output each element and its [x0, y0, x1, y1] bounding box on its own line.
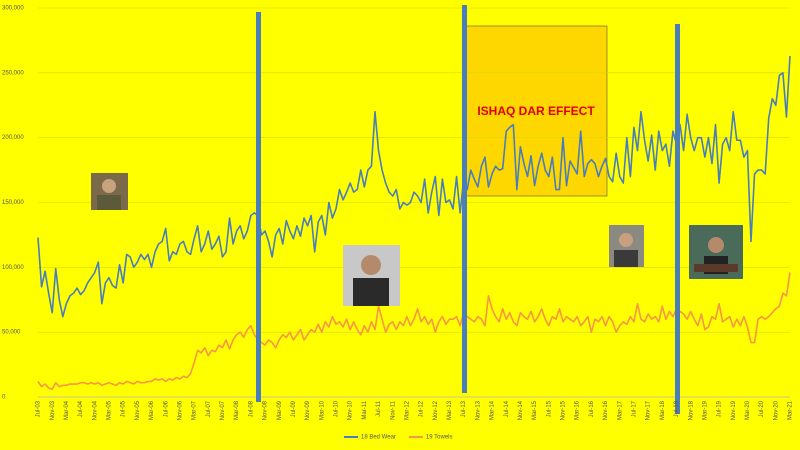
x-tick-label: Mar-17 — [617, 400, 623, 420]
x-tick-label: Mar-13 — [447, 400, 453, 420]
x-tick-label: Jul-14 — [504, 400, 510, 417]
x-tick-label: Nov-10 — [348, 400, 354, 420]
x-tick-label: Jul-15 — [546, 400, 552, 417]
x-tick-label: Mar-06 — [149, 400, 155, 420]
x-tick-label: Nov-04 — [92, 400, 98, 420]
portrait — [91, 173, 128, 210]
x-tick-label: Nov-07 — [220, 400, 226, 420]
x-tick-label: Jul-12 — [419, 400, 425, 417]
x-tick-label: Mar-18 — [660, 400, 666, 420]
x-tick-label: Jul-06 — [163, 400, 169, 417]
x-tick-label: Nov-18 — [688, 400, 694, 420]
x-tick-label: Nov-08 — [263, 400, 269, 420]
legend-label: 18 Bed Wear — [361, 435, 396, 441]
x-tick-label: Jul-10 — [334, 400, 340, 417]
annotation: ISHAQ DAR EFFECT — [477, 104, 595, 118]
x-tick-label: Nov-09 — [305, 400, 311, 420]
y-tick-label: 300,000 — [2, 6, 24, 12]
x-tick-label: Jul-11 — [376, 400, 382, 417]
x-tick-label: Mar-05 — [107, 400, 113, 420]
portrait — [609, 225, 644, 267]
x-tick-label: Jul-03 — [36, 400, 42, 417]
x-tick-label: Jul-13 — [461, 400, 467, 417]
x-tick-label: Nov-11 — [390, 400, 396, 420]
x-tick-label: Mar-11 — [362, 400, 368, 419]
x-tick-label: Nov-17 — [646, 400, 652, 420]
legend-label: 19 Towels — [426, 435, 453, 441]
x-tick-label: Mar-04 — [64, 400, 70, 420]
x-tick-label: Jul-04 — [78, 400, 84, 417]
x-tick-label: Nov-13 — [475, 400, 481, 420]
divider — [462, 5, 467, 393]
x-tick-label: Jul-17 — [632, 400, 638, 417]
x-tick-label: Jul-07 — [206, 400, 212, 417]
x-tick-label: Nov-03 — [50, 400, 56, 420]
y-tick-label: 200,000 — [2, 135, 24, 141]
x-tick-label: Mar-09 — [277, 400, 283, 420]
x-tick-label: Mar-12 — [404, 400, 410, 420]
series-line — [37, 272, 791, 391]
x-tick-label: Mar-08 — [234, 400, 240, 420]
x-tick-label: Mar-15 — [532, 400, 538, 420]
portrait — [689, 225, 743, 279]
portrait — [343, 245, 400, 306]
y-tick-label: 0 — [2, 395, 6, 401]
x-tick-label: Jul-19 — [717, 400, 723, 417]
x-tick-label: Nov-15 — [561, 400, 567, 420]
x-tick-label: Jul-05 — [121, 400, 127, 417]
x-tick-label: Nov-16 — [603, 400, 609, 420]
series-line — [37, 55, 791, 318]
x-tick-label: Nov-06 — [177, 400, 183, 420]
x-tick-label: Mar-20 — [745, 400, 751, 420]
x-tick-label: Nov-05 — [135, 400, 141, 420]
x-tick-label: Jul-18 — [674, 400, 680, 417]
divider — [256, 12, 261, 402]
x-tick-label: Jul-20 — [759, 400, 765, 417]
y-tick-label: 250,000 — [2, 70, 24, 76]
x-tick-label: Mar-16 — [575, 400, 581, 420]
x-tick-label: Mar-07 — [192, 400, 198, 420]
x-tick-label: Nov-20 — [773, 400, 779, 420]
divider — [675, 24, 680, 414]
y-tick-label: 100,000 — [2, 265, 24, 271]
x-tick-label: Nov-12 — [433, 400, 439, 420]
x-tick-label: Mar-21 — [788, 400, 794, 420]
x-tick-label: Mar-19 — [702, 400, 708, 420]
x-tick-label: Jul-09 — [291, 400, 297, 417]
y-tick-label: 50,000 — [2, 330, 21, 336]
y-tick-label: 150,000 — [2, 200, 24, 206]
x-tick-label: Mar-10 — [319, 400, 325, 420]
x-tick-label: Nov-14 — [518, 400, 524, 420]
x-tick-label: Jul-16 — [589, 400, 595, 417]
x-tick-label: Mar-14 — [490, 400, 496, 420]
x-tick-label: Jul-08 — [248, 400, 254, 417]
x-tick-label: Nov-19 — [731, 400, 737, 420]
